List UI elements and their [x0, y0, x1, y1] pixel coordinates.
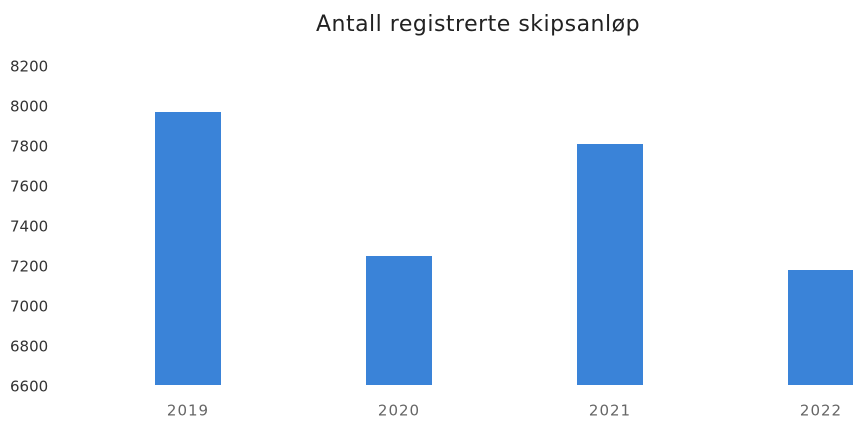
y-tick-label: 7400 — [10, 218, 48, 236]
y-tick-label: 7000 — [10, 298, 48, 316]
y-tick-label: 7600 — [10, 178, 48, 196]
x-tick-label: 2020 — [378, 402, 420, 420]
y-tick-label: 7200 — [10, 258, 48, 276]
bar — [788, 270, 853, 385]
x-tick-label: 2022 — [800, 402, 842, 420]
y-tick-label: 8000 — [10, 98, 48, 116]
bar — [577, 144, 643, 385]
x-tick-label: 2019 — [167, 402, 209, 420]
x-tick-label: 2021 — [589, 402, 631, 420]
y-tick-label: 6600 — [10, 378, 48, 396]
chart-title: Antall registrerte skipsanløp — [316, 12, 640, 37]
y-tick-label: 6800 — [10, 338, 48, 356]
bar — [155, 112, 221, 385]
y-tick-label: 7800 — [10, 138, 48, 156]
bar — [366, 256, 432, 385]
y-tick-label: 8200 — [10, 58, 48, 76]
